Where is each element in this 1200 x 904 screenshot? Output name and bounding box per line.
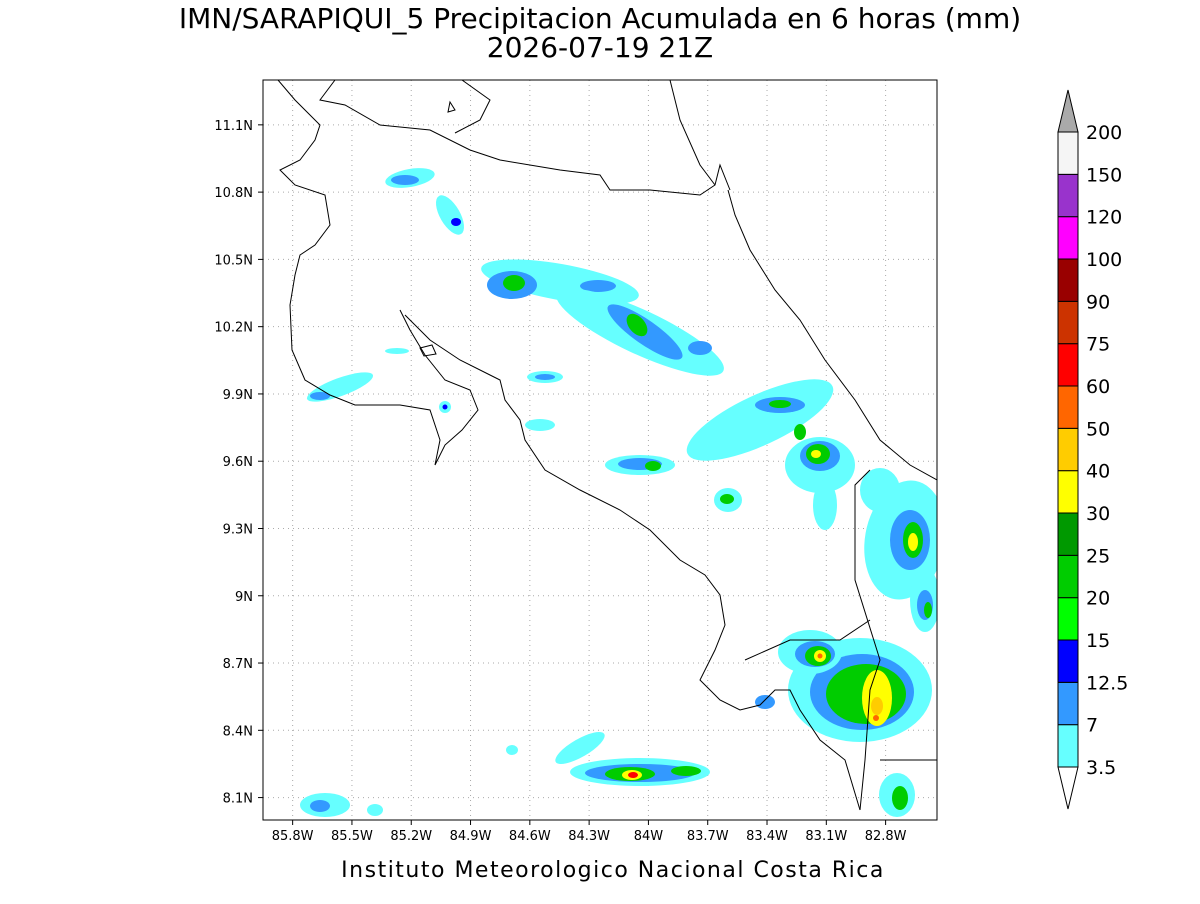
colorbar-label: 25 <box>1086 545 1110 567</box>
colorbar: 3.5 7 12.5 15 20 25 30 40 50 60 75 90 100 120 150 200 <box>1057 89 1128 810</box>
colorbar-bin <box>1057 554 1079 599</box>
lat-tick-label: 9.9N <box>223 388 253 403</box>
lat-tick-label: 8.7N <box>223 657 253 672</box>
colorbar-label: 40 <box>1086 461 1110 483</box>
colorbar-label: 75 <box>1086 334 1110 356</box>
colorbar-label: 120 <box>1086 207 1122 229</box>
colorbar-bin <box>1057 724 1079 768</box>
colorbar-label: 7 <box>1086 715 1098 737</box>
colorbar-label: 3.5 <box>1086 757 1116 779</box>
colorbar-bin <box>1057 131 1079 175</box>
colorbar-over <box>1057 89 1079 133</box>
colorbar-label: 50 <box>1086 418 1110 440</box>
lon-tick-label: 83.7W <box>687 829 729 844</box>
map-frame <box>262 79 938 821</box>
colorbar-bin <box>1057 385 1079 429</box>
lat-tick-label: 8.1N <box>223 792 253 807</box>
colorbar-under <box>1057 766 1079 810</box>
colorbar-label: 90 <box>1086 291 1110 313</box>
colorbar-bin <box>1057 427 1079 472</box>
lon-tick-label: 84W <box>634 829 664 844</box>
coastlines <box>277 80 937 811</box>
colorbar-bin <box>1057 639 1079 683</box>
lat-tick-label: 10.2N <box>214 321 253 336</box>
lat-tick-label: 10.5N <box>214 253 253 268</box>
lon-tick-label: 83.1W <box>805 829 847 844</box>
colorbar-bin <box>1057 343 1079 387</box>
colorbar-label: 15 <box>1086 630 1110 652</box>
lon-tick-label: 85.8W <box>272 829 314 844</box>
colorbar-label: 12.5 <box>1086 672 1128 694</box>
lon-tick-label: 85.5W <box>331 829 373 844</box>
colorbar-bin <box>1057 681 1079 726</box>
lat-tick-label: 9.3N <box>223 522 253 537</box>
colorbar-bin <box>1057 258 1079 302</box>
footer: Instituto Meteorologico Nacional Costa R… <box>341 858 885 883</box>
lon-tick-label: 85.2W <box>390 829 432 844</box>
colorbar-label: 60 <box>1086 376 1110 398</box>
lon-tick-label: 84.3W <box>568 829 610 844</box>
lat-tick-label: 9.6N <box>223 455 253 470</box>
colorbar-bin <box>1057 597 1079 641</box>
lat-tick-label: 8.4N <box>223 724 253 739</box>
colorbar-label: 20 <box>1086 588 1110 610</box>
colorbar-bin <box>1057 512 1079 556</box>
title: IMN/SARAPIQUI_5 Precipitacion Acumulada … <box>179 2 1021 35</box>
lon-tick-label: 84.6W <box>509 829 551 844</box>
axes: 85.8W 85.5W 85.2W 84.9W 84.6W 84.3W 84W 83.7W 83… <box>214 119 906 844</box>
lon-tick-label: 84.9W <box>450 829 492 844</box>
lon-tick-label: 82.8W <box>865 829 907 844</box>
colorbar-label: 100 <box>1086 249 1122 271</box>
lat-tick-label: 9N <box>235 590 253 605</box>
colorbar-label: 30 <box>1086 503 1110 525</box>
subtitle: 2026-07-19 21Z <box>487 31 713 64</box>
colorbar-label: 150 <box>1086 164 1122 186</box>
colorbar-label: 200 <box>1086 122 1122 144</box>
colorbar-bin <box>1057 300 1079 345</box>
lat-tick-label: 10.8N <box>214 186 253 201</box>
lon-tick-label: 83.4W <box>746 829 788 844</box>
colorbar-bin <box>1057 470 1079 514</box>
colorbar-bin <box>1057 216 1079 260</box>
colorbar-bin <box>1057 173 1079 218</box>
precipitation <box>300 168 937 817</box>
lat-tick-label: 11.1N <box>214 119 253 134</box>
